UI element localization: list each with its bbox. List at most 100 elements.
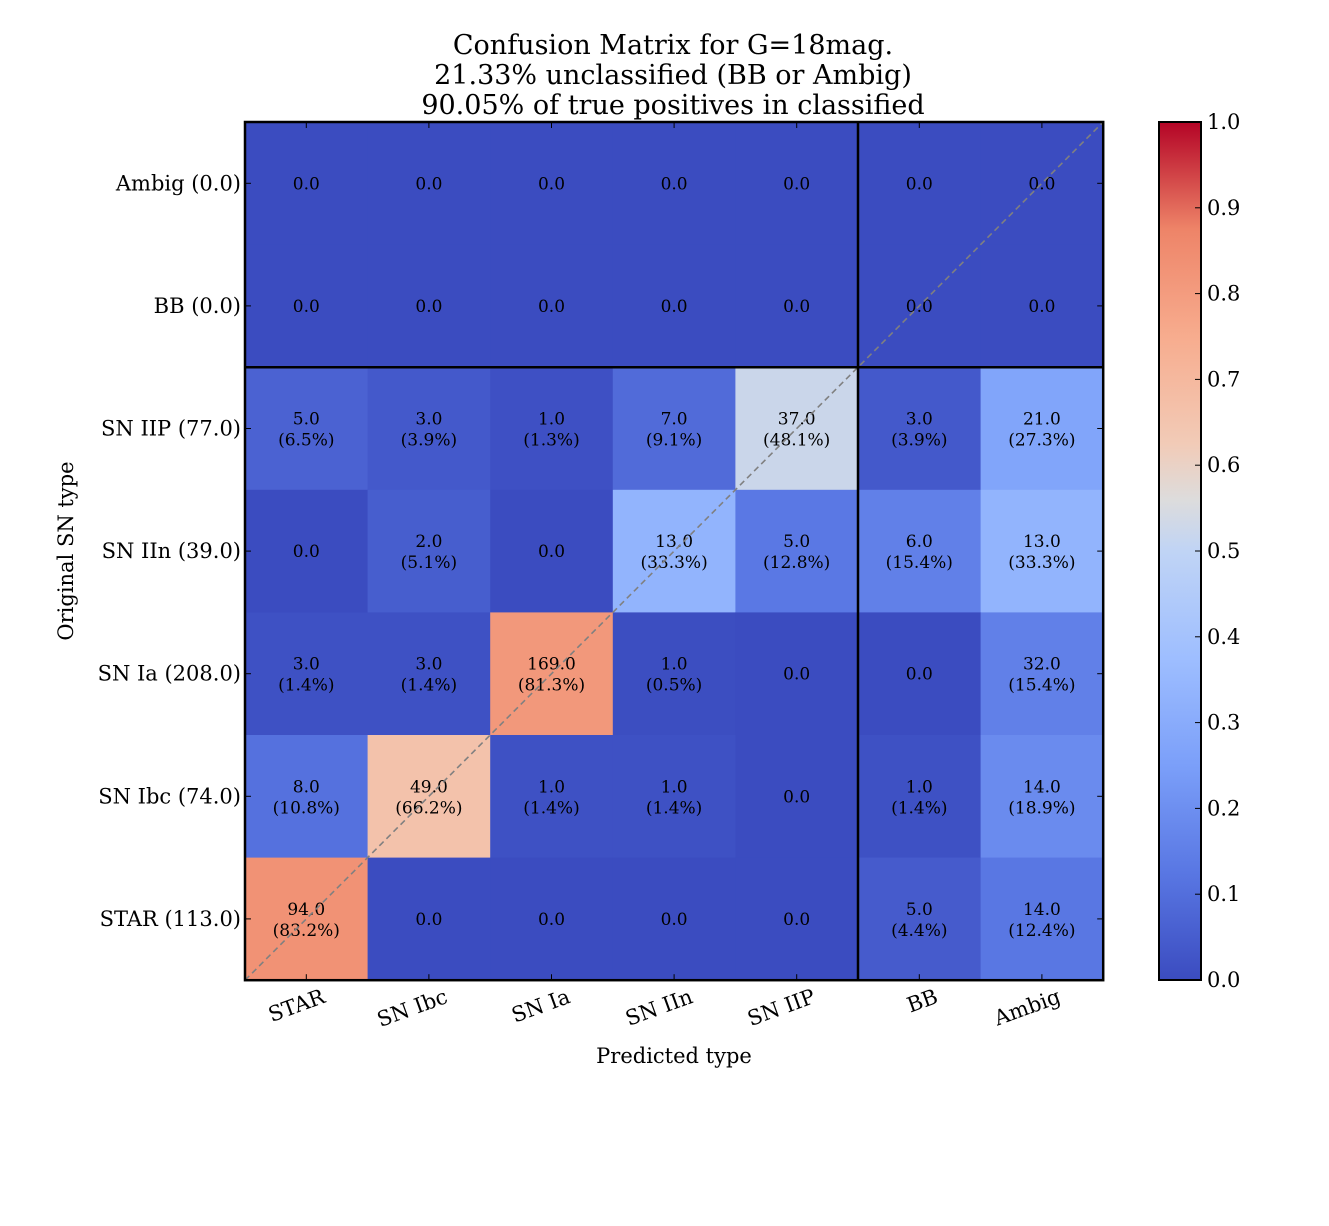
cell-count-label: 0.0 (415, 910, 442, 930)
heatmap-cell (735, 612, 859, 736)
cell-count-label: 0.0 (783, 787, 810, 807)
heatmap-cell (858, 122, 982, 246)
cell-count-label: 5.0 (906, 900, 933, 920)
cell-count-label: 0.0 (293, 542, 320, 562)
x-tick-label: BB (904, 984, 941, 1017)
x-tick-label: SN IIn (622, 984, 696, 1030)
cell-count-label: 14.0 (1023, 777, 1061, 797)
cell-count-label: 13.0 (655, 532, 693, 552)
colorbar: 0.0 0.1 0.2 0.3 0.4 0.5 0.6 0.7 0.8 0.9 1.0 (1158, 110, 1240, 992)
heatmap-cell (980, 244, 1104, 368)
y-tick-label: BB (0.0) (154, 294, 241, 318)
cell-percent-label: (27.3%) (1008, 431, 1075, 451)
heatmap-cell (367, 244, 491, 368)
y-tick-label: STAR (113.0) (100, 907, 241, 931)
cell-count-label: 0.0 (538, 297, 565, 317)
colorbar-tick-label: 0.0 (1207, 968, 1240, 992)
heatmap-cell (245, 612, 369, 736)
heatmap-cell (245, 367, 369, 491)
cell-count-label: 0.0 (1028, 174, 1055, 194)
cell-count-label: 3.0 (415, 410, 442, 430)
x-axis-label: Predicted type (596, 1044, 752, 1068)
heatmap-cell (367, 122, 491, 246)
colorbar-tick-label: 0.6 (1207, 453, 1240, 477)
cell-count-label: 3.0 (906, 410, 933, 430)
cell-percent-label: (1.4%) (646, 798, 702, 818)
heatmap-cell (858, 612, 982, 736)
heatmap-cell (612, 612, 736, 736)
cell-percent-label: (12.4%) (1008, 921, 1075, 941)
x-tick-label: SN IIP (744, 984, 818, 1031)
title-line-2: 21.33% unclassified (BB or Ambig) (434, 60, 912, 91)
cell-percent-label: (15.4%) (1008, 676, 1075, 696)
heatmap-cell (858, 489, 982, 613)
heatmap-cell (367, 857, 491, 981)
cell-count-label: 0.0 (783, 174, 810, 194)
x-tick-label: SN Ibc (374, 984, 451, 1031)
heatmap-cell (980, 735, 1104, 859)
cell-percent-label: (12.8%) (763, 553, 830, 573)
cell-count-label: 0.0 (415, 297, 442, 317)
colorbar-tick-label: 0.9 (1207, 196, 1240, 220)
heatmap-cells (245, 122, 1104, 981)
heatmap-cell (245, 735, 369, 859)
cell-percent-label: (3.9%) (891, 431, 947, 451)
cell-percent-label: (6.5%) (278, 431, 334, 451)
heatmap-cell (980, 489, 1104, 613)
colorbar-tick-label: 0.2 (1207, 796, 1240, 820)
heatmap-cell (612, 857, 736, 981)
cell-percent-label: (10.8%) (273, 798, 340, 818)
cell-count-label: 0.0 (661, 174, 688, 194)
cell-percent-label: (81.3%) (518, 676, 585, 696)
heatmap-cell (612, 244, 736, 368)
cell-count-label: 0.0 (538, 542, 565, 562)
cell-count-label: 94.0 (287, 900, 325, 920)
colorbar-tick-label: 0.8 (1207, 282, 1240, 306)
heatmap-cell (735, 244, 859, 368)
heatmap-cell (367, 367, 491, 491)
cell-percent-label: (1.4%) (523, 798, 579, 818)
cell-percent-label: (1.4%) (278, 676, 334, 696)
heatmap-cell (367, 612, 491, 736)
cell-count-label: 1.0 (661, 655, 688, 675)
heatmap-cell (858, 367, 982, 491)
heatmap-cell (245, 244, 369, 368)
cell-count-label: 0.0 (906, 665, 933, 685)
heatmap-cell (367, 489, 491, 613)
cell-percent-label: (0.5%) (646, 676, 702, 696)
y-tick-label: SN IIP (77.0) (101, 417, 241, 441)
cell-count-label: 3.0 (415, 655, 442, 675)
cell-count-label: 37.0 (778, 410, 816, 430)
heatmap-cell (490, 244, 614, 368)
cell-count-label: 0.0 (783, 665, 810, 685)
heatmap-cell (245, 489, 369, 613)
heatmap-cell (490, 735, 614, 859)
cell-count-label: 3.0 (293, 655, 320, 675)
chart-title: Confusion Matrix for G=18mag. 21.33% unc… (421, 30, 924, 121)
cell-percent-label: (18.9%) (1008, 798, 1075, 818)
heatmap-cell (980, 612, 1104, 736)
heatmap-cell (490, 489, 614, 613)
cell-percent-label: (1.4%) (401, 676, 457, 696)
cell-count-label: 0.0 (293, 174, 320, 194)
cell-count-label: 1.0 (538, 777, 565, 797)
cell-count-label: 169.0 (527, 655, 576, 675)
cell-percent-label: (48.1%) (763, 431, 830, 451)
title-line-1: Confusion Matrix for G=18mag. (453, 30, 893, 61)
cell-count-label: 2.0 (415, 532, 442, 552)
colorbar-tick-label: 0.7 (1207, 367, 1240, 391)
x-tick-label: Ambig (990, 984, 1064, 1030)
heatmap-cell (490, 857, 614, 981)
colorbar-tick-label: 0.3 (1207, 711, 1240, 735)
heatmap-cell (612, 122, 736, 246)
cell-count-label: 0.0 (661, 297, 688, 317)
cell-count-label: 5.0 (783, 532, 810, 552)
colorbar-tick-label: 0.4 (1207, 625, 1240, 649)
colorbar-tick-label: 0.5 (1207, 539, 1240, 563)
cell-count-label: 1.0 (538, 410, 565, 430)
y-tick-labels: Ambig (0.0) BB (0.0) SN IIP (77.0) SN IIn (… (98, 171, 241, 931)
colorbar-tick-label: 1.0 (1207, 110, 1240, 134)
heatmap-cell (490, 122, 614, 246)
heatmap-cell (735, 122, 859, 246)
cell-count-label: 1.0 (661, 777, 688, 797)
